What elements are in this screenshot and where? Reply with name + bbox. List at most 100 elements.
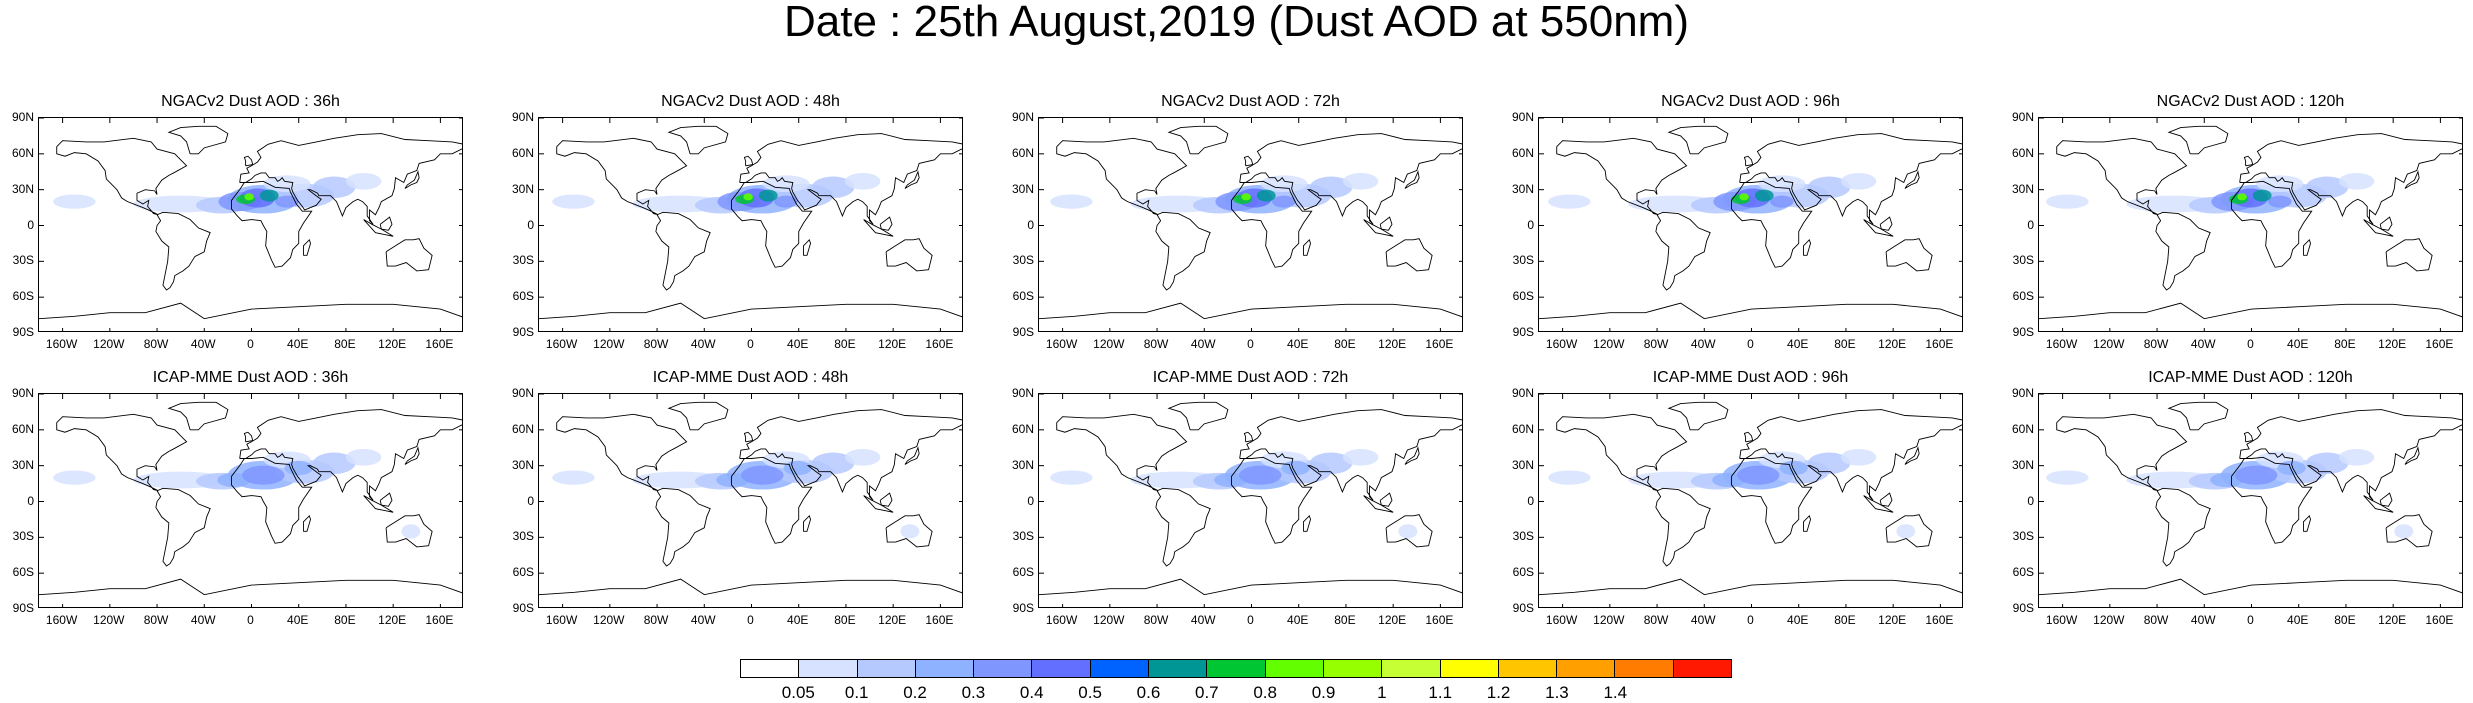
lon-tick-label: 80W xyxy=(143,613,169,627)
lat-tick-label: 30N xyxy=(11,181,34,196)
map-panel xyxy=(538,117,963,332)
map-panel xyxy=(1038,393,1463,608)
lon-tick-label: 0 xyxy=(1247,613,1254,627)
lat-tick-label: 0 xyxy=(527,493,534,508)
lon-tick-label: 40E xyxy=(1287,613,1309,627)
lon-tick-label: 0 xyxy=(1747,337,1754,351)
coastline-indonesia xyxy=(363,219,394,237)
coastline-australia xyxy=(1385,514,1433,548)
map-panel xyxy=(1538,393,1963,608)
dust-plume xyxy=(1758,175,1806,193)
lat-tick-label: 30N xyxy=(1511,457,1534,472)
dust-plume xyxy=(844,448,881,466)
lat-tick-label: 60N xyxy=(11,421,34,436)
dust-plume xyxy=(1342,448,1379,466)
colorbar-segment xyxy=(1615,660,1674,677)
coastline-africa xyxy=(2230,456,2313,544)
colorbar-segment xyxy=(1382,660,1441,677)
coastline-africa xyxy=(1230,180,1313,268)
map-panel xyxy=(2038,393,2463,608)
coastline-japan xyxy=(1904,446,1920,465)
dust-plume xyxy=(811,452,855,475)
lon-tick-label: 160E xyxy=(425,337,454,351)
colorbar-label: 0.8 xyxy=(1253,683,1277,702)
dust-plume xyxy=(2268,195,2292,208)
lat-tick-label: 0 xyxy=(1027,217,1034,232)
dust-plume xyxy=(1309,176,1353,199)
coastline-eurasia xyxy=(1739,133,1962,225)
colorbar-segment xyxy=(741,660,800,677)
coastline-indonesia xyxy=(1863,495,1894,513)
lon-tick-label: 160W xyxy=(545,337,578,351)
coastline-eurasia xyxy=(1239,133,1462,225)
lon-tick-label: 80W xyxy=(2143,613,2169,627)
coastline-south-america xyxy=(1155,487,1211,567)
coastline-japan xyxy=(1904,170,1920,189)
lat-tick-label: 30N xyxy=(11,457,34,472)
lon-tick-label: 120W xyxy=(593,337,625,351)
lon-tick-label: 0 xyxy=(1747,613,1754,627)
dust-plume xyxy=(762,175,810,193)
coastline-japan xyxy=(1404,446,1420,465)
lat-tick-label: 60S xyxy=(2012,565,2034,580)
coastline-uk xyxy=(743,431,754,443)
coastline-antarctica xyxy=(39,302,462,320)
lon-tick-label: 160W xyxy=(1545,613,1578,627)
coastline-madagascar xyxy=(302,514,311,532)
coastline-indonesia xyxy=(1863,219,1894,237)
coastline-antarctica xyxy=(2039,302,2462,320)
colorbar-segment xyxy=(1207,660,1266,677)
coastline-africa xyxy=(730,180,813,268)
dust-plume xyxy=(1807,176,1851,199)
map-panel xyxy=(1538,117,1963,332)
dust-plume xyxy=(1840,172,1877,190)
map-panel xyxy=(2038,117,2463,332)
world-map xyxy=(1539,118,1962,331)
lon-tick-label: 160E xyxy=(1425,613,1454,627)
dust-plume xyxy=(1770,195,1794,208)
lon-tick-label: 160W xyxy=(45,337,78,351)
lat-tick-label: 90S xyxy=(12,601,34,615)
dust-plume xyxy=(900,524,920,539)
colorbar-segment xyxy=(1498,660,1558,677)
dust-plume xyxy=(284,460,313,476)
lat-tick-label: 30N xyxy=(2011,181,2034,196)
lon-tick-label: 120W xyxy=(2093,337,2125,351)
dust-plume xyxy=(1712,472,1746,488)
dust-plume xyxy=(741,465,784,485)
coastline-uk xyxy=(243,431,254,443)
lon-tick-label: 0 xyxy=(747,613,754,627)
lon-tick-label: 160E xyxy=(925,613,954,627)
coastline-indonesia xyxy=(863,495,894,513)
coastline-madagascar xyxy=(2302,514,2311,532)
lon-tick-label: 40E xyxy=(2287,613,2309,627)
dust-plume xyxy=(345,172,382,190)
coastline-greenland xyxy=(667,125,729,155)
lat-tick-label: 60S xyxy=(1012,289,1034,304)
lat-tick-label: 0 xyxy=(1027,493,1034,508)
lon-tick-label: 120E xyxy=(1878,337,1907,351)
coastline-eurasia xyxy=(739,133,962,225)
dust-plume xyxy=(2237,193,2247,201)
lon-tick-label: 80W xyxy=(643,337,669,351)
coastline-antarctica xyxy=(39,578,462,596)
dust-plume xyxy=(2234,465,2278,485)
world-map xyxy=(539,118,962,331)
lat-tick-label: 30N xyxy=(2011,457,2034,472)
coastline-australia xyxy=(885,514,933,548)
colorbar-label: 0.3 xyxy=(961,683,986,702)
lon-tick-label: 120E xyxy=(2378,613,2407,627)
dust-plume xyxy=(1239,465,1282,485)
lon-tick-label: 0 xyxy=(2247,613,2254,627)
lat-tick-label: 90N xyxy=(1011,110,1034,124)
coastline-north-america xyxy=(56,413,188,492)
coastline-africa xyxy=(230,180,313,268)
colorbar-segment xyxy=(915,660,975,677)
lat-tick-label: 60S xyxy=(512,565,534,580)
colorbar-label: 0.1 xyxy=(844,683,869,702)
lon-tick-label: 160E xyxy=(1425,337,1454,351)
colorbar-segment xyxy=(799,660,858,677)
coastline-north-america xyxy=(2056,413,2188,492)
dust-plume xyxy=(1260,175,1308,193)
dust-plume xyxy=(552,194,595,209)
